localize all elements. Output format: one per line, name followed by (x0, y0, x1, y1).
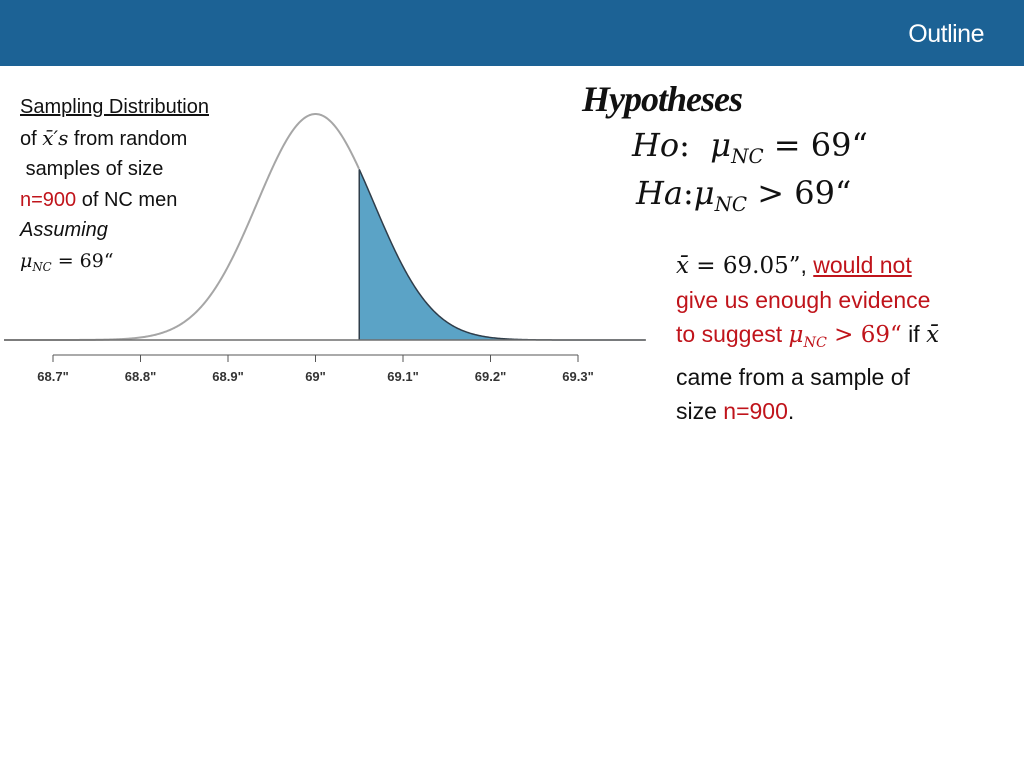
note-comma: , (800, 252, 814, 278)
note-line-4: came from a sample of (676, 363, 910, 390)
note-would-not: would not (813, 252, 912, 278)
note-line-2: give us enough evidence (676, 287, 931, 313)
caption-mu-value: = 69“ (51, 249, 114, 272)
alternative-hypothesis: Ha:μNC > 69“ (636, 174, 852, 216)
note-mu-sub: NC (803, 334, 827, 351)
note-line-5-pre: size (676, 397, 724, 424)
note-line-5-post: . (787, 397, 795, 424)
shaded-region (359, 169, 646, 340)
caption-line-2-pre: of (20, 127, 43, 150)
ho-label: Ho (632, 126, 680, 164)
caption-mu-sub: NC (32, 259, 52, 274)
x-tick-label: 69.2" (475, 369, 506, 384)
note-sample-size: n=900 (723, 397, 788, 424)
distribution-caption: Sampling Distribution of x̄′s from rando… (20, 92, 260, 282)
caption-line-5: Assuming (20, 219, 108, 241)
xbar-s-symbol: x̄′s (42, 125, 69, 150)
hypotheses-title: Hypotheses (582, 79, 743, 119)
caption-mu: μ (20, 249, 33, 272)
note-if: if (901, 321, 927, 347)
ha-label: Ha (636, 174, 683, 212)
x-tick-label: 69.1" (387, 369, 418, 384)
note-mu-value: > 69“ (826, 322, 902, 348)
note-line-3-pre: to suggest (676, 321, 789, 347)
ho-mu: μ (710, 126, 732, 164)
sampling-distribution-chart: 68.7" 68.8" 68.9" 69" 69.1" 69.2" 69.3" (0, 100, 660, 405)
caption-line-4-post: of NC men (76, 188, 178, 211)
conclusion-note: x̄ = 69.05”, would not give us enough ev… (676, 248, 996, 428)
outline-link[interactable]: Outline (908, 20, 984, 48)
distribution-curve (4, 113, 360, 341)
note-xbar-2: x̄ (926, 322, 940, 348)
x-tick-label: 68.8" (125, 369, 156, 384)
null-hypothesis: Ho: μNC = 69“ (632, 126, 868, 168)
ha-mu-sub: NC (714, 192, 748, 216)
ho-value: = 69“ (763, 126, 868, 164)
ha-mu: μ (693, 174, 715, 212)
header-bar: Outline (0, 0, 1024, 66)
caption-line-3: samples of size (25, 158, 164, 180)
caption-sample-size: n=900 (20, 188, 77, 211)
note-xbar-value: = 69.05” (688, 253, 801, 279)
x-tick-label: 68.9" (212, 369, 243, 384)
caption-line-1: Sampling Distribution (20, 96, 209, 118)
x-tick-label: 68.7" (37, 369, 68, 384)
x-tick-label: 69.3" (562, 369, 593, 384)
caption-line-2-post: from random (68, 127, 188, 150)
x-tick-label: 69" (305, 369, 326, 384)
ho-mu-sub: NC (731, 144, 764, 168)
chart-svg: 68.7" 68.8" 68.9" 69" 69.1" 69.2" 69.3" (4, 113, 646, 384)
note-mu: μ (788, 322, 804, 348)
ha-value: > 69“ (747, 174, 852, 212)
note-xbar: x̄ (676, 253, 689, 279)
